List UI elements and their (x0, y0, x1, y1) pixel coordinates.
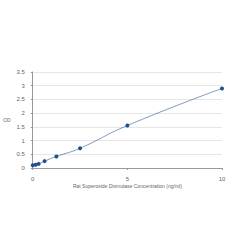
svg-text:0: 0 (31, 176, 35, 182)
svg-text:2.5: 2.5 (16, 96, 25, 102)
svg-text:3: 3 (21, 83, 25, 89)
svg-text:5: 5 (126, 176, 130, 182)
svg-text:OD: OD (3, 117, 11, 123)
svg-text:Rat Superoxide Dismutase Conce: Rat Superoxide Dismutase Concentration (… (73, 183, 182, 189)
svg-text:0: 0 (21, 165, 25, 171)
svg-text:10: 10 (219, 176, 226, 182)
svg-text:1.5: 1.5 (16, 124, 25, 130)
svg-text:3.5: 3.5 (16, 69, 25, 75)
svg-text:0.5: 0.5 (16, 151, 25, 157)
svg-text:2: 2 (21, 110, 25, 116)
svg-text:1: 1 (21, 138, 25, 144)
